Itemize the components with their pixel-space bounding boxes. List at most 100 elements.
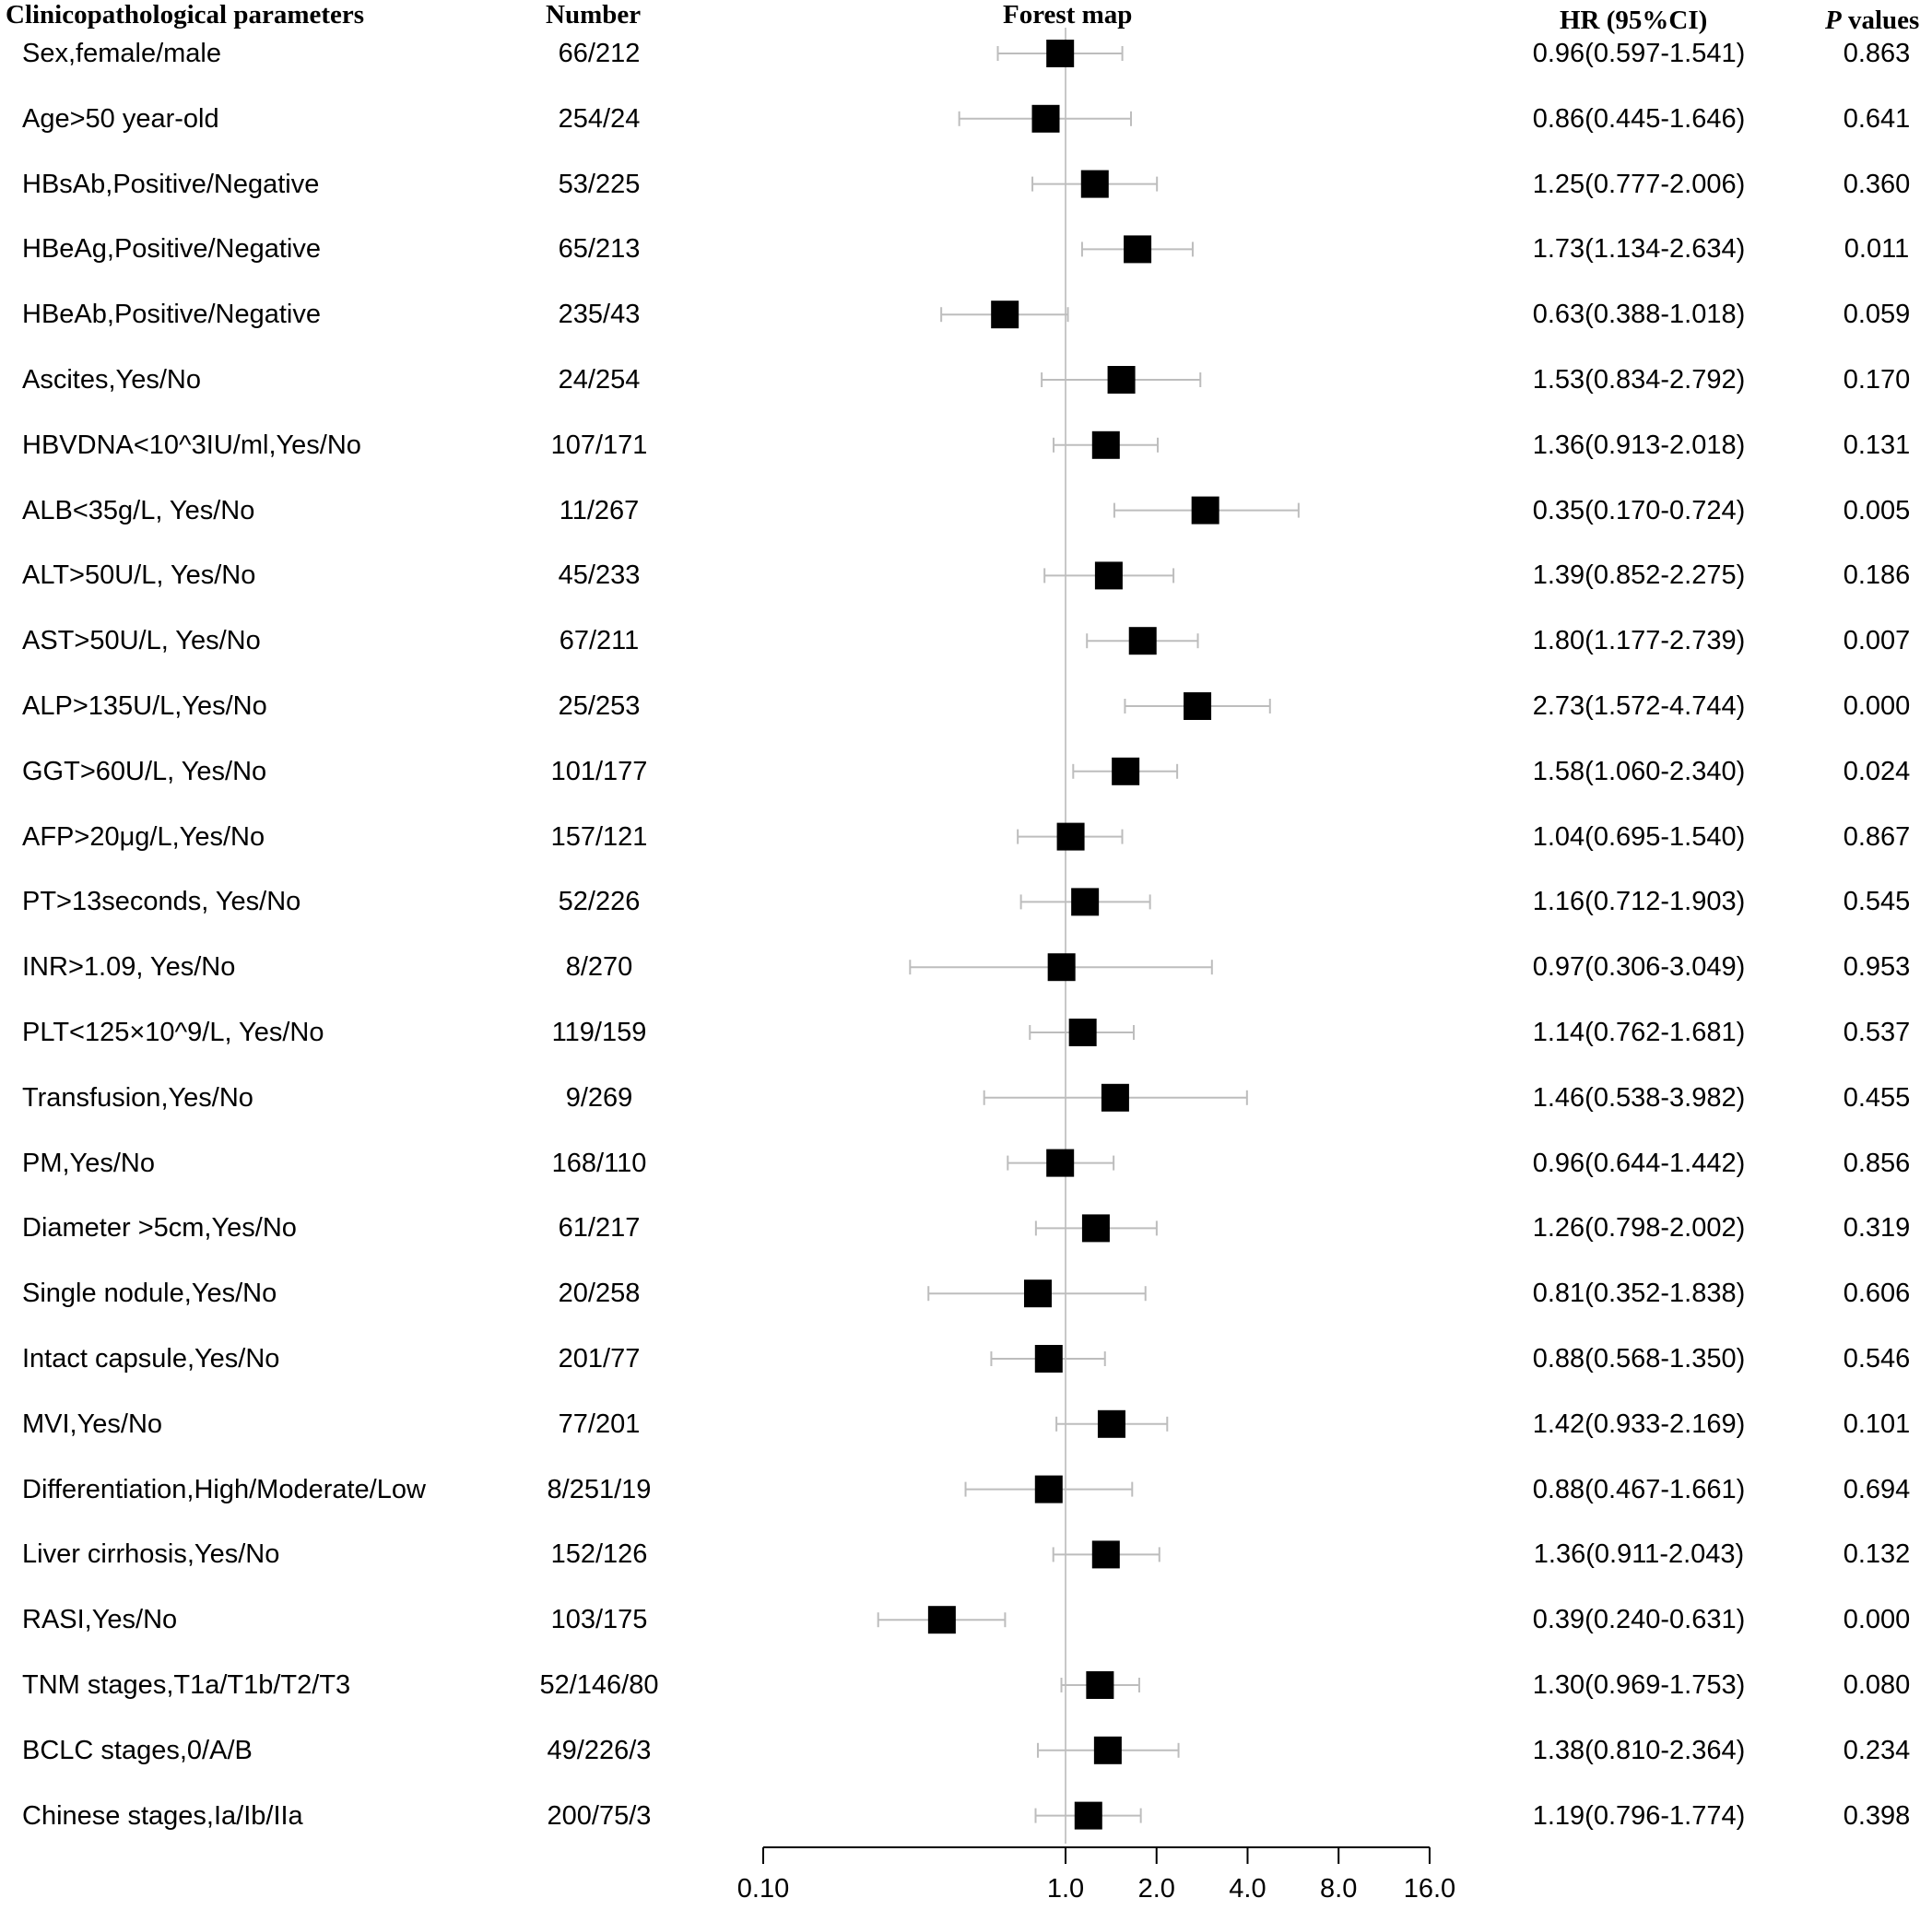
row-parameter: Liver cirrhosis,Yes/No bbox=[22, 1539, 280, 1570]
row-number: 9/269 bbox=[565, 1082, 633, 1113]
row-hr-ci: 0.88(0.467-1.661) bbox=[1532, 1474, 1746, 1504]
row-number: 119/159 bbox=[551, 1018, 647, 1047]
row-number: 200/75/3 bbox=[547, 1800, 652, 1831]
row-hr-ci: 1.04(0.695-1.540) bbox=[1532, 821, 1746, 852]
hr-marker bbox=[1191, 496, 1219, 525]
row-number: 24/254 bbox=[558, 365, 641, 395]
row-hr-ci: 0.96(0.644-1.442) bbox=[1532, 1148, 1746, 1178]
row-number: 45/233 bbox=[558, 560, 641, 591]
row-p-value: 0.011 bbox=[1844, 234, 1910, 265]
row-parameter: Age>50 year-old bbox=[22, 103, 219, 134]
row-hr-ci: 1.39(0.852-2.275) bbox=[1532, 560, 1746, 591]
hr-marker bbox=[1086, 1671, 1114, 1699]
hr-marker bbox=[927, 1606, 956, 1634]
row-hr-ci: 1.26(0.798-2.002) bbox=[1532, 1213, 1746, 1244]
row-hr-ci: 1.58(1.060-2.340) bbox=[1532, 756, 1746, 786]
row-parameter: MVI,Yes/No bbox=[22, 1409, 163, 1439]
row-number: 66/212 bbox=[558, 39, 641, 68]
row-parameter: RASI,Yes/No bbox=[22, 1605, 178, 1635]
row-number: 49/226/3 bbox=[547, 1735, 652, 1765]
x-tick-label: 2.0 bbox=[1138, 1874, 1175, 1904]
row-number: 201/77 bbox=[558, 1344, 641, 1374]
row-parameter: Diameter >5cm,Yes/No bbox=[22, 1213, 297, 1244]
header-parameters: Clinicopathological parameters bbox=[6, 0, 365, 29]
row-number: 52/226 bbox=[558, 887, 641, 917]
row-hr-ci: 1.25(0.777-2.006) bbox=[1532, 169, 1746, 199]
row-hr-ci: 0.88(0.568-1.350) bbox=[1532, 1344, 1746, 1374]
row-parameter: Differentiation,High/Moderate/Low bbox=[22, 1474, 426, 1504]
hr-marker bbox=[1097, 1409, 1125, 1438]
row-number: 157/121 bbox=[550, 821, 648, 852]
row-parameter: Single nodule,Yes/No bbox=[22, 1279, 277, 1309]
row-parameter: HBsAb,Positive/Negative bbox=[22, 169, 320, 199]
row-p-value: 0.867 bbox=[1843, 821, 1911, 852]
row-number: 61/217 bbox=[558, 1213, 641, 1244]
row-p-value: 0.641 bbox=[1843, 103, 1911, 134]
row-number: 20/258 bbox=[558, 1279, 641, 1309]
row-p-value: 0.007 bbox=[1843, 626, 1911, 656]
row-number: 11/267 bbox=[559, 495, 640, 525]
row-p-value: 0.234 bbox=[1843, 1735, 1911, 1765]
row-parameter: PT>13seconds, Yes/No bbox=[22, 887, 301, 917]
row-p-value: 0.080 bbox=[1843, 1670, 1911, 1700]
row-p-value: 0.186 bbox=[1843, 560, 1911, 591]
row-p-value: 0.455 bbox=[1843, 1082, 1911, 1113]
row-p-value: 0.131 bbox=[1843, 430, 1911, 460]
row-p-value: 0.398 bbox=[1843, 1800, 1911, 1831]
row-p-value: 0.360 bbox=[1843, 169, 1911, 199]
row-p-value: 0.606 bbox=[1843, 1279, 1911, 1309]
hr-marker bbox=[1034, 1475, 1063, 1503]
hr-marker bbox=[1068, 1019, 1097, 1046]
row-p-value: 0.170 bbox=[1843, 365, 1911, 395]
row-parameter: PLT<125×10^9/L, Yes/No bbox=[22, 1018, 324, 1047]
row-p-value: 0.537 bbox=[1843, 1018, 1911, 1047]
hr-marker bbox=[1031, 104, 1060, 133]
row-parameter: HBeAb,Positive/Negative bbox=[22, 300, 321, 330]
header-number: Number bbox=[546, 0, 642, 29]
row-hr-ci: 0.96(0.597-1.541) bbox=[1532, 39, 1746, 68]
row-parameter: GGT>60U/L, Yes/No bbox=[22, 756, 267, 786]
row-hr-ci: 1.30(0.969-1.753) bbox=[1532, 1670, 1746, 1700]
row-parameter: Intact capsule,Yes/No bbox=[22, 1344, 280, 1374]
row-number: 8/251/19 bbox=[547, 1474, 652, 1504]
x-tick-label: 8.0 bbox=[1320, 1874, 1357, 1904]
row-hr-ci: 1.73(1.134-2.634) bbox=[1532, 234, 1746, 265]
row-hr-ci: 1.19(0.796-1.774) bbox=[1532, 1800, 1746, 1831]
header-hr: HR (95%CI) bbox=[1560, 6, 1708, 35]
row-number: 168/110 bbox=[551, 1148, 647, 1178]
row-p-value: 0.000 bbox=[1843, 691, 1911, 721]
row-number: 53/225 bbox=[558, 169, 641, 199]
row-parameter: Sex,female/male bbox=[22, 39, 221, 68]
row-hr-ci: 1.36(0.913-2.018) bbox=[1532, 430, 1746, 460]
hr-marker bbox=[1081, 1214, 1110, 1243]
header-forest-map: Forest map bbox=[1003, 0, 1133, 29]
row-number: 152/126 bbox=[550, 1539, 648, 1570]
row-p-value: 0.132 bbox=[1843, 1539, 1911, 1570]
header-p-letter: P bbox=[1825, 6, 1842, 35]
row-parameter: Transfusion,Yes/No bbox=[22, 1082, 253, 1113]
row-parameter: INR>1.09, Yes/No bbox=[22, 952, 236, 983]
hr-marker bbox=[1056, 822, 1085, 851]
row-p-value: 0.694 bbox=[1843, 1474, 1911, 1504]
row-p-value: 0.059 bbox=[1843, 300, 1911, 330]
x-tick-label: 0.10 bbox=[737, 1874, 789, 1904]
hr-marker bbox=[1074, 1801, 1102, 1830]
hr-marker bbox=[1128, 627, 1157, 655]
row-parameter: TNM stages,T1a/T1b/T2/T3 bbox=[22, 1670, 351, 1700]
row-hr-ci: 0.39(0.240-0.631) bbox=[1532, 1605, 1746, 1635]
row-p-value: 0.024 bbox=[1843, 756, 1911, 786]
row-hr-ci: 0.81(0.352-1.838) bbox=[1532, 1279, 1746, 1309]
row-parameter: AFP>20μg/L,Yes/No bbox=[22, 821, 265, 852]
row-hr-ci: 0.35(0.170-0.724) bbox=[1532, 495, 1746, 525]
hr-marker bbox=[1107, 366, 1136, 394]
row-number: 65/213 bbox=[558, 234, 641, 265]
row-p-value: 0.101 bbox=[1843, 1409, 1911, 1439]
row-hr-ci: 1.14(0.762-1.681) bbox=[1532, 1018, 1746, 1047]
row-number: 52/146/80 bbox=[539, 1670, 659, 1700]
row-hr-ci: 1.42(0.933-2.169) bbox=[1532, 1409, 1746, 1439]
row-p-value: 0.005 bbox=[1843, 495, 1911, 525]
hr-marker bbox=[1046, 40, 1075, 67]
hr-marker bbox=[1124, 235, 1152, 264]
row-number: 8/270 bbox=[565, 952, 633, 983]
